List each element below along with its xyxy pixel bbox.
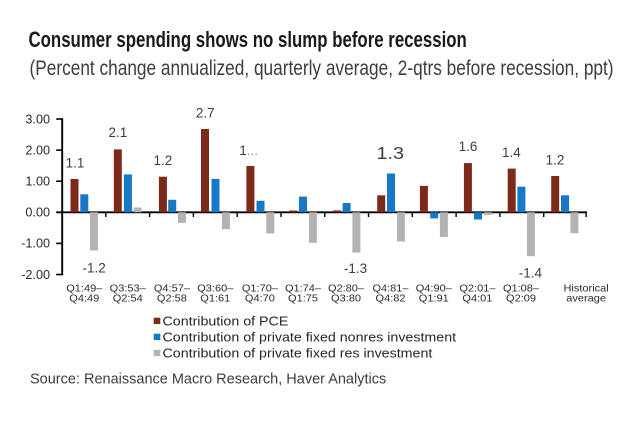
svg-text:Q3:60–: Q3:60– xyxy=(197,283,233,295)
svg-text:1.3: 1.3 xyxy=(376,144,404,164)
svg-text:Q4:49: Q4:49 xyxy=(69,293,99,305)
svg-text:1.00: 1.00 xyxy=(25,173,50,188)
svg-text:Q1:08–: Q1:08– xyxy=(503,283,539,295)
svg-text:2.1: 2.1 xyxy=(109,124,128,140)
svg-text:0.00: 0.00 xyxy=(25,204,50,219)
svg-text:Q2:01–: Q2:01– xyxy=(459,283,495,295)
svg-text:Q3:53–: Q3:53– xyxy=(110,283,146,295)
svg-text:1.6: 1.6 xyxy=(459,138,478,154)
svg-text:Source: Renaissance Macro Rese: Source: Renaissance Macro Research, Have… xyxy=(30,372,386,388)
svg-text:1.2: 1.2 xyxy=(154,152,173,168)
svg-text:Q2:09: Q2:09 xyxy=(506,293,536,305)
svg-text:-2.00: -2.00 xyxy=(21,266,50,281)
svg-text:Q4:90–: Q4:90– xyxy=(416,283,452,295)
svg-text:Consumer spending shows no slu: Consumer spending shows no slump before … xyxy=(29,28,467,53)
svg-text:-1.3: -1.3 xyxy=(344,260,368,276)
svg-text:1.4: 1.4 xyxy=(502,144,521,160)
svg-text:1.1: 1.1 xyxy=(66,154,85,170)
svg-text:Q4:01: Q4:01 xyxy=(462,293,492,305)
svg-text:1...: 1... xyxy=(239,142,258,158)
svg-text:2.00: 2.00 xyxy=(25,142,50,157)
svg-text:Q2:58: Q2:58 xyxy=(157,293,187,305)
svg-text:Contribution of PCE: Contribution of PCE xyxy=(163,314,289,328)
svg-text:Q1:91: Q1:91 xyxy=(419,293,449,305)
svg-text:Contribution of private fixed: Contribution of private fixed nonres inv… xyxy=(163,330,457,344)
svg-text:Historical: Historical xyxy=(563,283,608,295)
svg-text:Q2:80–: Q2:80– xyxy=(328,283,364,295)
svg-text:-1.4: -1.4 xyxy=(519,264,543,280)
svg-text:Q4:70: Q4:70 xyxy=(245,293,275,305)
svg-text:Q3:80: Q3:80 xyxy=(331,293,361,305)
svg-text:3.00: 3.00 xyxy=(25,111,50,126)
svg-text:Q1:75: Q1:75 xyxy=(288,293,318,305)
svg-text:(Percent change annualized, qu: (Percent change annualized, quarterly av… xyxy=(30,56,614,80)
svg-text:Q4:82: Q4:82 xyxy=(376,293,406,305)
svg-text:Q1:74–: Q1:74– xyxy=(285,283,321,295)
svg-text:Q1:61: Q1:61 xyxy=(200,293,230,305)
svg-text:Contribution of private fixed: Contribution of private fixed res invest… xyxy=(163,346,433,360)
svg-text:-1.2: -1.2 xyxy=(82,259,105,275)
svg-text:-1.00: -1.00 xyxy=(21,235,50,250)
svg-text:1.2: 1.2 xyxy=(546,151,565,167)
svg-text:average: average xyxy=(566,293,606,305)
svg-text:Q1:49–: Q1:49– xyxy=(66,283,102,295)
svg-text:2.7: 2.7 xyxy=(196,104,215,120)
svg-text:Q2:54: Q2:54 xyxy=(113,293,143,305)
svg-text:Q4:81–: Q4:81– xyxy=(372,283,408,295)
svg-text:Q4:57–: Q4:57– xyxy=(154,283,190,295)
svg-text:Q1:70–: Q1:70– xyxy=(242,283,278,295)
